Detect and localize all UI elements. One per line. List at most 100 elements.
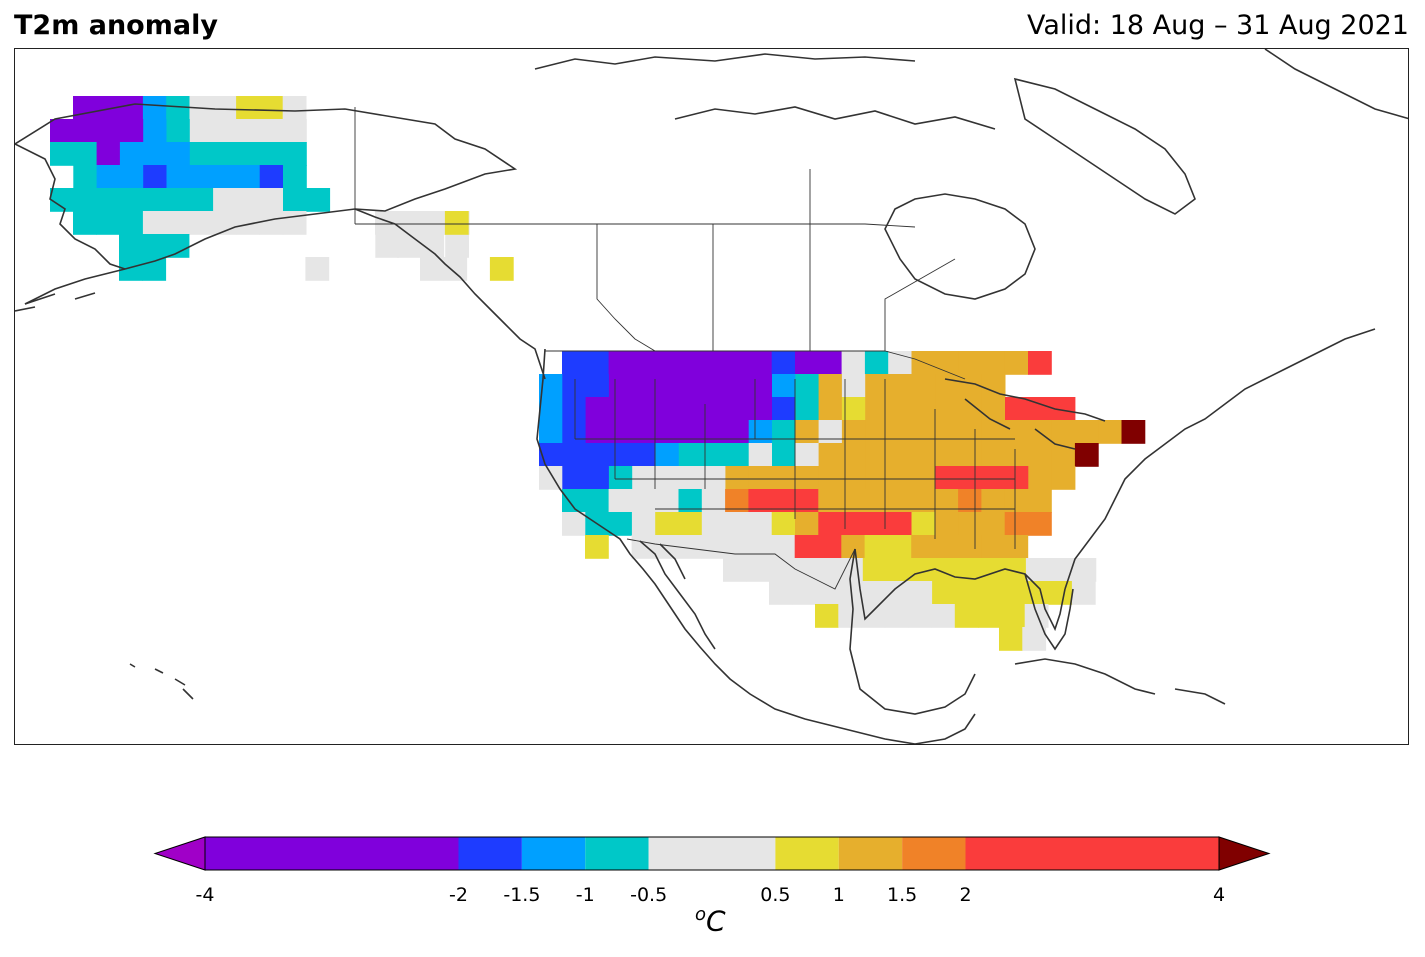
anomaly-cell — [562, 397, 587, 421]
anomaly-cell — [73, 142, 98, 166]
anomaly-cell — [678, 397, 703, 421]
anomaly-cell — [864, 512, 889, 536]
anomaly-cell — [236, 188, 261, 212]
anomaly-cell — [841, 466, 866, 490]
anomaly-cell — [724, 535, 749, 559]
anomaly-cell — [1028, 351, 1052, 375]
anomaly-cell — [818, 443, 843, 467]
colorbar-bin — [205, 837, 459, 870]
anomaly-cell — [818, 397, 843, 421]
anomaly-cell — [884, 604, 909, 628]
anomaly-cell — [236, 165, 261, 189]
anomaly-cell — [585, 420, 610, 444]
anomaly-cell — [306, 188, 331, 212]
anomaly-cell — [283, 165, 307, 189]
anomaly-cell — [909, 558, 934, 582]
anomaly-cell — [888, 489, 912, 513]
anomaly-cell — [702, 466, 726, 490]
anomaly-cell — [50, 188, 74, 212]
anomaly-cell — [702, 397, 726, 421]
anomaly-cell — [1005, 466, 1029, 490]
anomaly-cell — [119, 257, 143, 281]
anomaly-cell — [772, 397, 796, 421]
anomaly-cell — [166, 165, 191, 189]
anomaly-cell — [50, 142, 74, 166]
us-west-coast — [536, 348, 916, 744]
colorbar-tick-label: -0.5 — [630, 884, 668, 906]
anomaly-cell — [1022, 627, 1047, 651]
anomaly-cell — [1121, 420, 1146, 444]
anomaly-cell — [96, 96, 121, 120]
anomaly-cell — [911, 535, 935, 559]
anomaly-cell — [748, 420, 773, 444]
anomaly-cell — [608, 489, 633, 513]
anomaly-cell — [908, 604, 932, 628]
anomaly-cell — [96, 142, 121, 166]
anomaly-cell — [794, 535, 819, 559]
colorbar-tick-label: 0.5 — [760, 884, 791, 906]
anomaly-cell — [841, 397, 866, 421]
anomaly-cell — [932, 581, 956, 605]
anomaly-cell — [818, 466, 843, 490]
anomaly-cell — [771, 512, 796, 536]
anomaly-cell — [631, 535, 656, 559]
cuba — [1014, 658, 1156, 695]
anomaly-cell — [119, 119, 144, 143]
anomaly-cell — [142, 211, 167, 235]
anomaly-cell — [1005, 443, 1029, 467]
colorbar-bin — [902, 837, 966, 870]
anomaly-cell — [701, 535, 726, 559]
anomaly-cell — [958, 489, 982, 513]
anomaly-cell — [818, 512, 843, 536]
anomaly-cell — [818, 489, 843, 513]
anomaly-cell — [841, 351, 866, 375]
gulf-coast — [854, 548, 1066, 632]
anomaly-cell — [769, 558, 794, 582]
anomaly-cell — [702, 443, 726, 467]
anomaly-cell — [655, 443, 680, 467]
state-lines — [574, 379, 1016, 549]
anomaly-cell — [725, 397, 750, 421]
anomaly-cell — [1005, 397, 1029, 421]
anomaly-cell — [631, 489, 656, 513]
anomaly-cell — [981, 420, 1006, 444]
anomaly-cell — [979, 558, 1004, 582]
anomaly-cell — [655, 374, 680, 398]
anomaly-cell — [259, 165, 284, 189]
map-title: T2m anomaly — [14, 10, 218, 41]
anomaly-cell — [911, 466, 936, 490]
anomaly-cell — [841, 420, 866, 444]
anomaly-cell — [865, 466, 889, 490]
anomaly-cell — [1051, 420, 1076, 444]
anomaly-cell — [283, 142, 307, 166]
anomaly-cell — [631, 351, 656, 375]
anomaly-cell — [143, 142, 167, 166]
anomaly-cell — [608, 420, 633, 444]
anomaly-cell — [166, 96, 190, 120]
anomaly-cell — [585, 443, 610, 467]
anomaly-cell — [119, 234, 143, 258]
anomaly-cell — [632, 374, 656, 398]
anomaly-cell — [655, 489, 679, 513]
anomaly-cell — [585, 397, 610, 421]
us-mexico-border — [626, 538, 856, 590]
anomaly-cell — [958, 512, 982, 536]
anomaly-cell — [702, 374, 726, 398]
anomaly-cell — [444, 211, 469, 235]
anomaly-cell — [816, 558, 840, 582]
colorbar-tick-label: 1.5 — [887, 884, 918, 906]
anomaly-cell — [678, 420, 703, 444]
anomaly-cell — [1074, 443, 1099, 467]
anomaly-cell — [864, 535, 889, 559]
anomaly-cell — [818, 535, 842, 559]
anomaly-cell — [562, 512, 586, 536]
valid-period: Valid: 18 Aug – 31 Aug 2021 — [1026, 10, 1409, 41]
anomaly-cell — [236, 119, 261, 143]
anomaly-cell — [421, 211, 446, 235]
anomaly-cell — [981, 351, 1006, 375]
units-symbol: C — [706, 904, 726, 938]
anomaly-cell — [655, 397, 680, 421]
hawaii — [129, 663, 194, 700]
anomaly-cell — [748, 397, 773, 421]
anomaly-cell — [1028, 397, 1053, 421]
